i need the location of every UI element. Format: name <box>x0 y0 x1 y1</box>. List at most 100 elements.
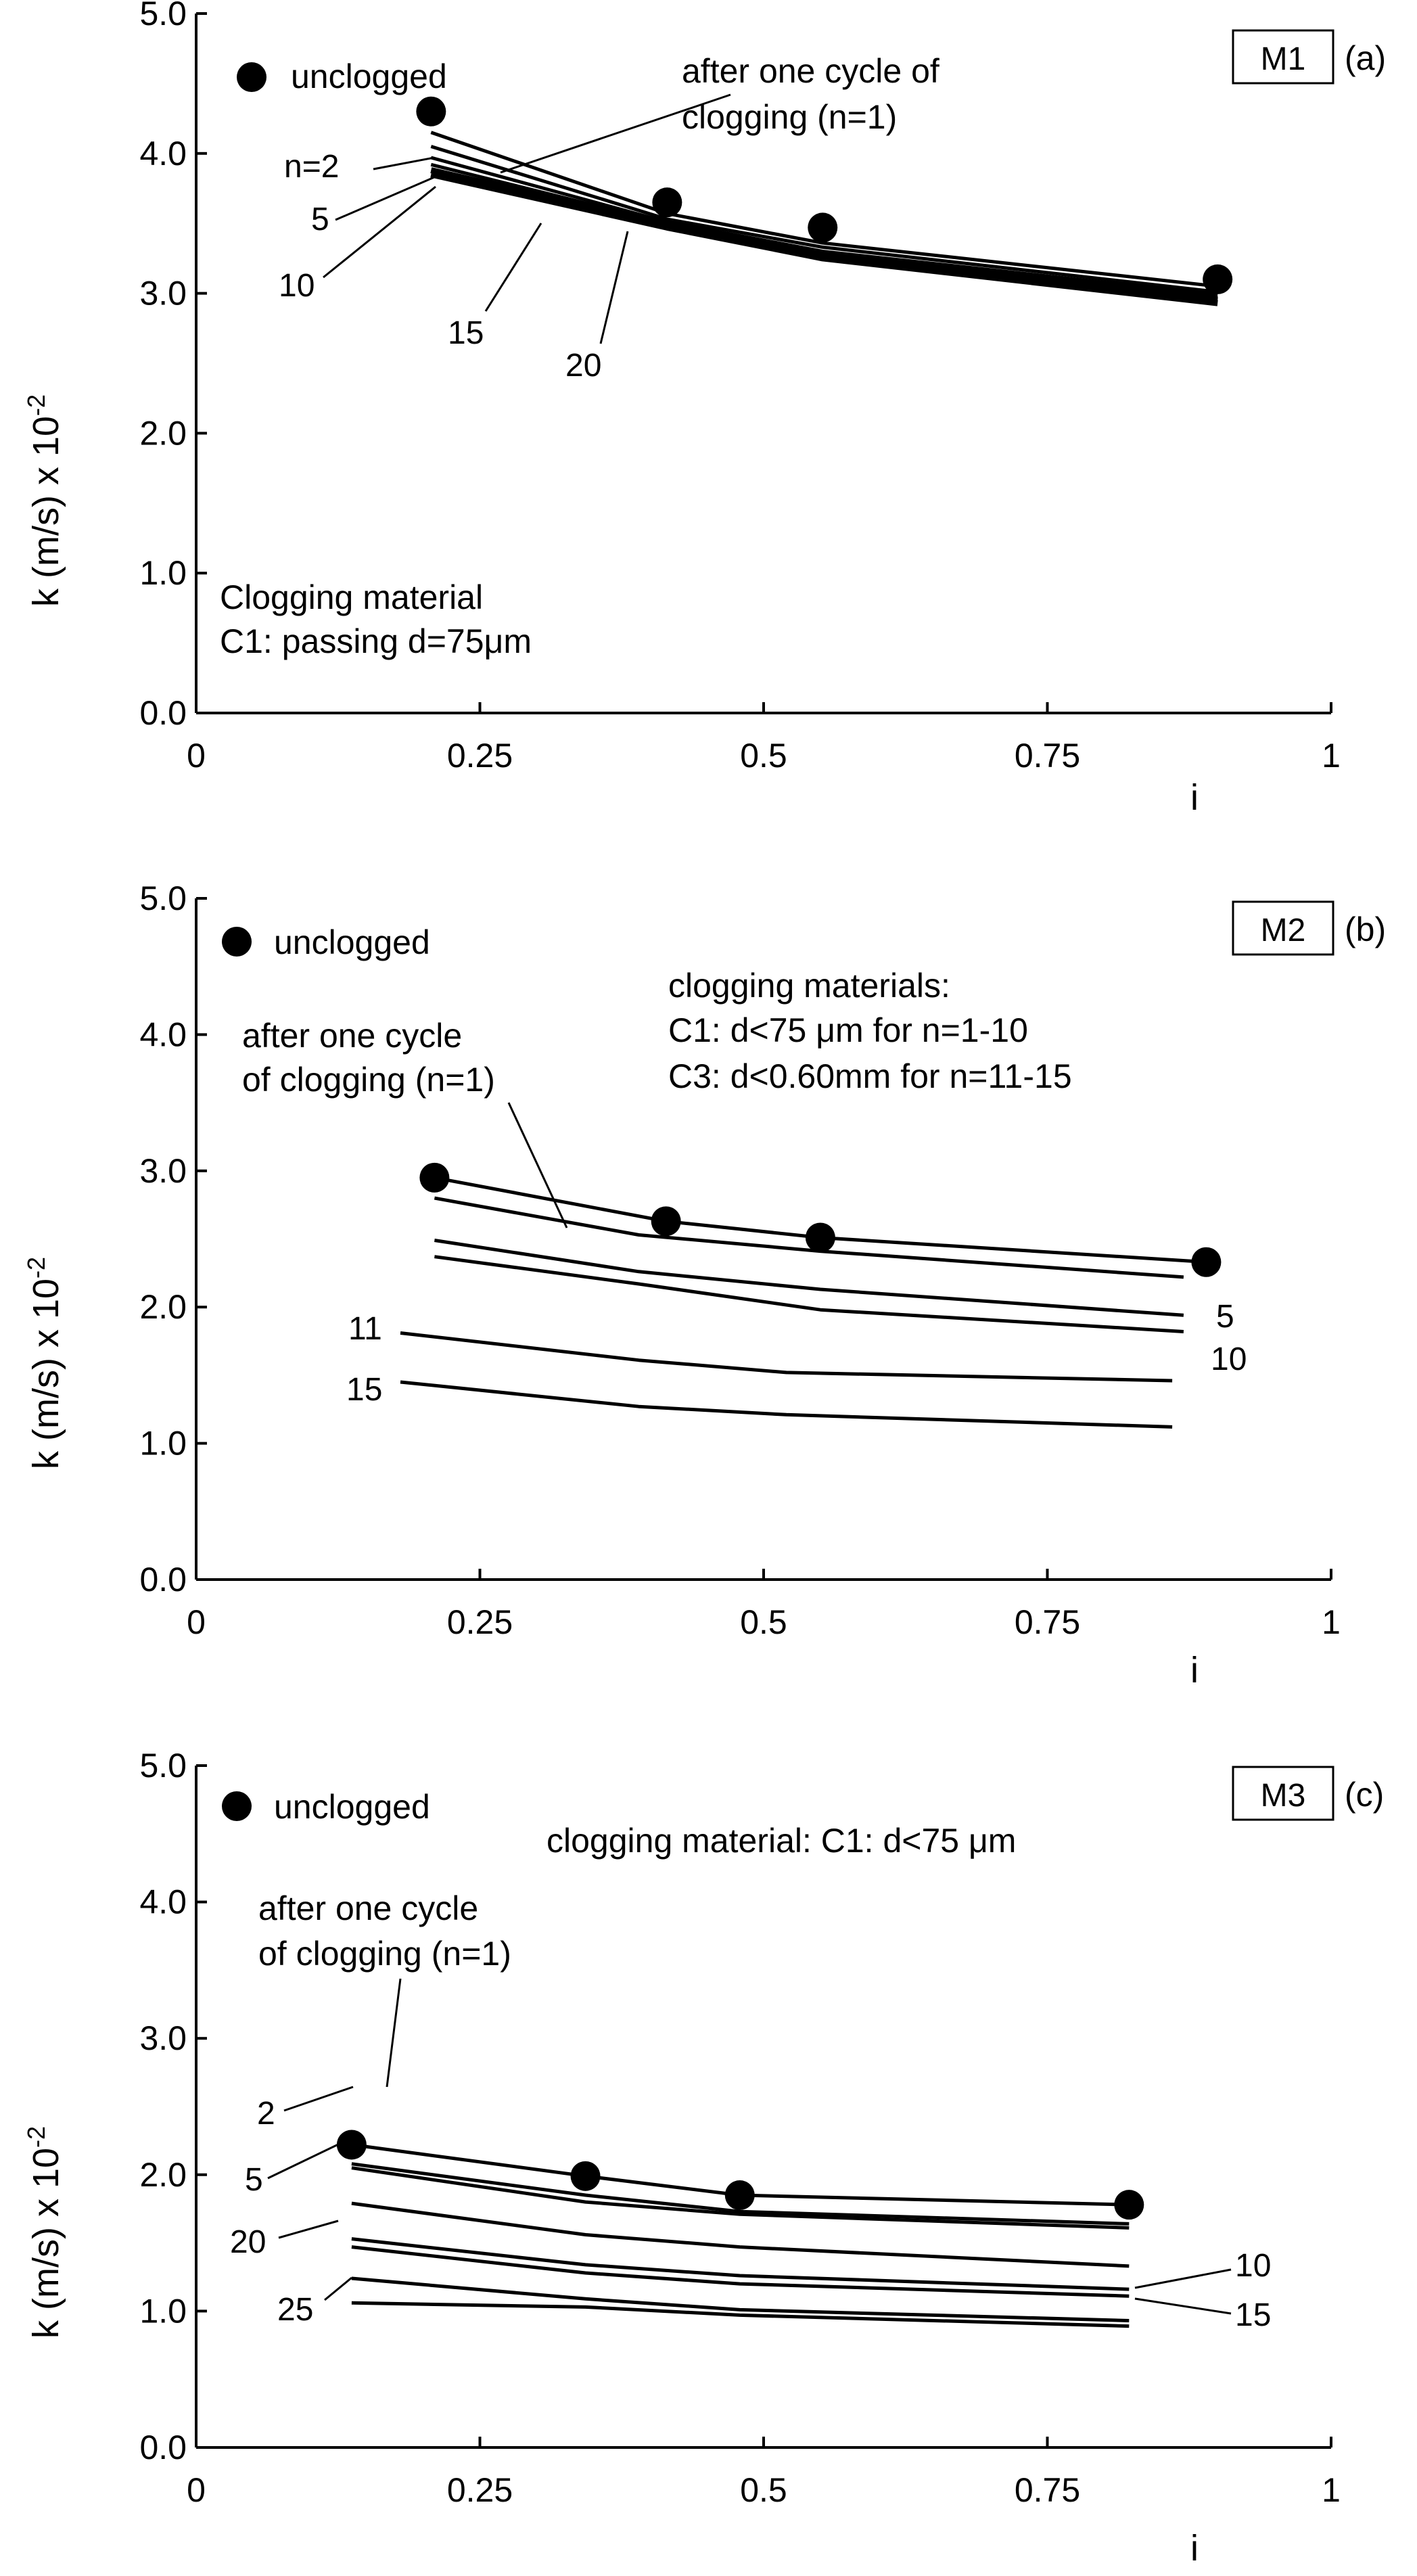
legend-label: unclogged <box>274 1788 430 1826</box>
x-tick-label: 0.25 <box>447 1603 513 1641</box>
after-cycle-note-line1: after one cycle of <box>682 52 939 90</box>
y-tick-label: 1.0 <box>139 1425 187 1463</box>
y-tick-label: 3.0 <box>139 2019 187 2057</box>
material-note: clogging material: C1: d<75 μm <box>547 1822 1016 1860</box>
unclogged-point <box>416 96 446 127</box>
panel-label: (c) <box>1345 1776 1384 1814</box>
leader-20 <box>599 231 629 344</box>
after-cycle-note-line1: after one cycle <box>258 1889 478 1927</box>
y-axis-label: k (m/s) x 10-2 <box>22 1257 66 1469</box>
x-tick-label: 1 <box>1322 1603 1341 1641</box>
panel-tag-box <box>1232 1766 1334 1821</box>
y-tick-label: 2.0 <box>139 1288 187 1326</box>
curve-label-15: 15 <box>346 1372 382 1408</box>
curve-label-10: 10 <box>1235 2248 1271 2284</box>
series-line-n-10 <box>351 2237 1130 2291</box>
x-axis-label: i <box>1190 2528 1199 2569</box>
y-tick-label: 1.0 <box>139 2292 187 2330</box>
series-line-n-11 <box>400 1331 1173 1383</box>
curve-label-5: 5 <box>1216 1299 1234 1335</box>
y-tick-label: 5.0 <box>139 879 187 917</box>
y-tick-label: 4.0 <box>139 1883 187 1921</box>
series-line-n-5 <box>351 2201 1130 2268</box>
y-tick-label: 5.0 <box>139 0 187 32</box>
curve-label-2: 2 <box>257 2096 275 2132</box>
y-tick-label: 3.0 <box>139 1152 187 1190</box>
x-tick-label: 0.25 <box>447 2471 513 2509</box>
series-line-n-2 <box>351 2166 1130 2230</box>
after-cycle-note-line2: of clogging (n=1) <box>258 1935 511 1973</box>
markers-group-a <box>416 96 1233 294</box>
unclogged-point <box>652 187 682 218</box>
series-group-a <box>430 131 1218 306</box>
after-cycle-leader <box>500 93 731 174</box>
curve-label-20: 20 <box>230 2224 266 2260</box>
x-tick-label: 0 <box>187 2471 206 2509</box>
leader-5 <box>267 2143 339 2180</box>
series-line-n-20 <box>430 171 1218 306</box>
material-note-line2: C1: passing d=75μm <box>220 622 532 660</box>
series-line-unclogged <box>434 1176 1207 1264</box>
curve-label-11: 11 <box>348 1311 382 1347</box>
legend-marker <box>222 1791 252 1821</box>
after-cycle-note-line2: clogging (n=1) <box>682 98 897 136</box>
x-tick-label: 0.75 <box>1015 737 1080 775</box>
curve-label-10: 10 <box>279 268 315 304</box>
panel-c: 0.0 1.0 2.0 3.0 4.0 5.0 0 0.25 0.5 0.75 1 k (m/s) … <box>22 1747 1384 2569</box>
series-line-n-1 <box>434 1196 1184 1279</box>
x-tick-label: 0 <box>187 737 206 775</box>
series-line-n-25 <box>351 2301 1130 2328</box>
y-tick-label: 2.0 <box>139 2156 187 2194</box>
curve-label-20: 20 <box>565 348 601 384</box>
axes-a: 0.0 1.0 2.0 3.0 4.0 5.0 0 0.25 0.5 0.75 1 <box>139 0 1340 775</box>
x-tick-label: 0.75 <box>1015 2471 1080 2509</box>
axes-b: 0.0 1.0 2.0 3.0 4.0 5.0 0 0.25 0.5 0.75 1 <box>139 879 1340 1641</box>
panel-tag: M1 <box>1261 41 1306 77</box>
x-tick-label: 1 <box>1322 737 1341 775</box>
x-tick-label: 0.75 <box>1015 1603 1080 1641</box>
after-cycle-note-line2: of clogging (n=1) <box>242 1061 495 1099</box>
panel-label: (a) <box>1345 39 1386 77</box>
x-tick-label: 1 <box>1322 2471 1341 2509</box>
leader-15 <box>1134 2297 1232 2315</box>
y-tick-label: 2.0 <box>139 414 187 452</box>
leader-20 <box>278 2220 339 2239</box>
unclogged-point <box>336 2130 367 2160</box>
leader-15 <box>484 223 542 312</box>
after-cycle-leader <box>507 1102 568 1228</box>
panel-tag-box <box>1232 900 1334 956</box>
curve-label-10: 10 <box>1211 1341 1247 1377</box>
curve-label-15: 15 <box>1235 2297 1271 2333</box>
x-axis-label: i <box>1190 777 1199 818</box>
unclogged-point <box>1114 2190 1144 2220</box>
curve-label-5: 5 <box>245 2162 263 2198</box>
series-line-n-15 <box>400 1380 1173 1429</box>
x-tick-label: 0.5 <box>740 737 787 775</box>
unclogged-point <box>1191 1247 1222 1277</box>
series-group-b <box>400 1176 1207 1429</box>
series-line-n-1 <box>351 2162 1130 2226</box>
curve-label-n2: n=2 <box>284 149 339 185</box>
panel-tag: M2 <box>1261 913 1306 948</box>
panel-tag: M3 <box>1261 1778 1306 1814</box>
materials-note-line2: C1: d<75 μm for n=1-10 <box>668 1011 1028 1049</box>
y-tick-label: 3.0 <box>139 275 187 313</box>
series-line-n-5 <box>434 1239 1184 1317</box>
panel-tag-box <box>1232 29 1334 85</box>
legend-marker <box>222 927 252 957</box>
y-tick-label: 0.0 <box>139 694 187 732</box>
y-axis-label: k (m/s) x 10-2 <box>22 2126 66 2339</box>
y-tick-label: 4.0 <box>139 1015 187 1053</box>
after-cycle-note-line1: after one cycle <box>242 1017 462 1055</box>
y-tick-label: 4.0 <box>139 135 187 172</box>
unclogged-point <box>808 212 838 243</box>
series-line-n-15 <box>351 2245 1130 2298</box>
panel-label: (b) <box>1345 911 1386 948</box>
series-line-unclogged <box>351 2142 1130 2207</box>
leader-2 <box>283 2086 354 2112</box>
materials-note-line3: C3: d<0.60mm for n=11-15 <box>668 1057 1072 1095</box>
curve-label-15: 15 <box>448 315 484 351</box>
y-tick-label: 0.0 <box>139 2429 187 2466</box>
legend-label: unclogged <box>291 58 447 95</box>
